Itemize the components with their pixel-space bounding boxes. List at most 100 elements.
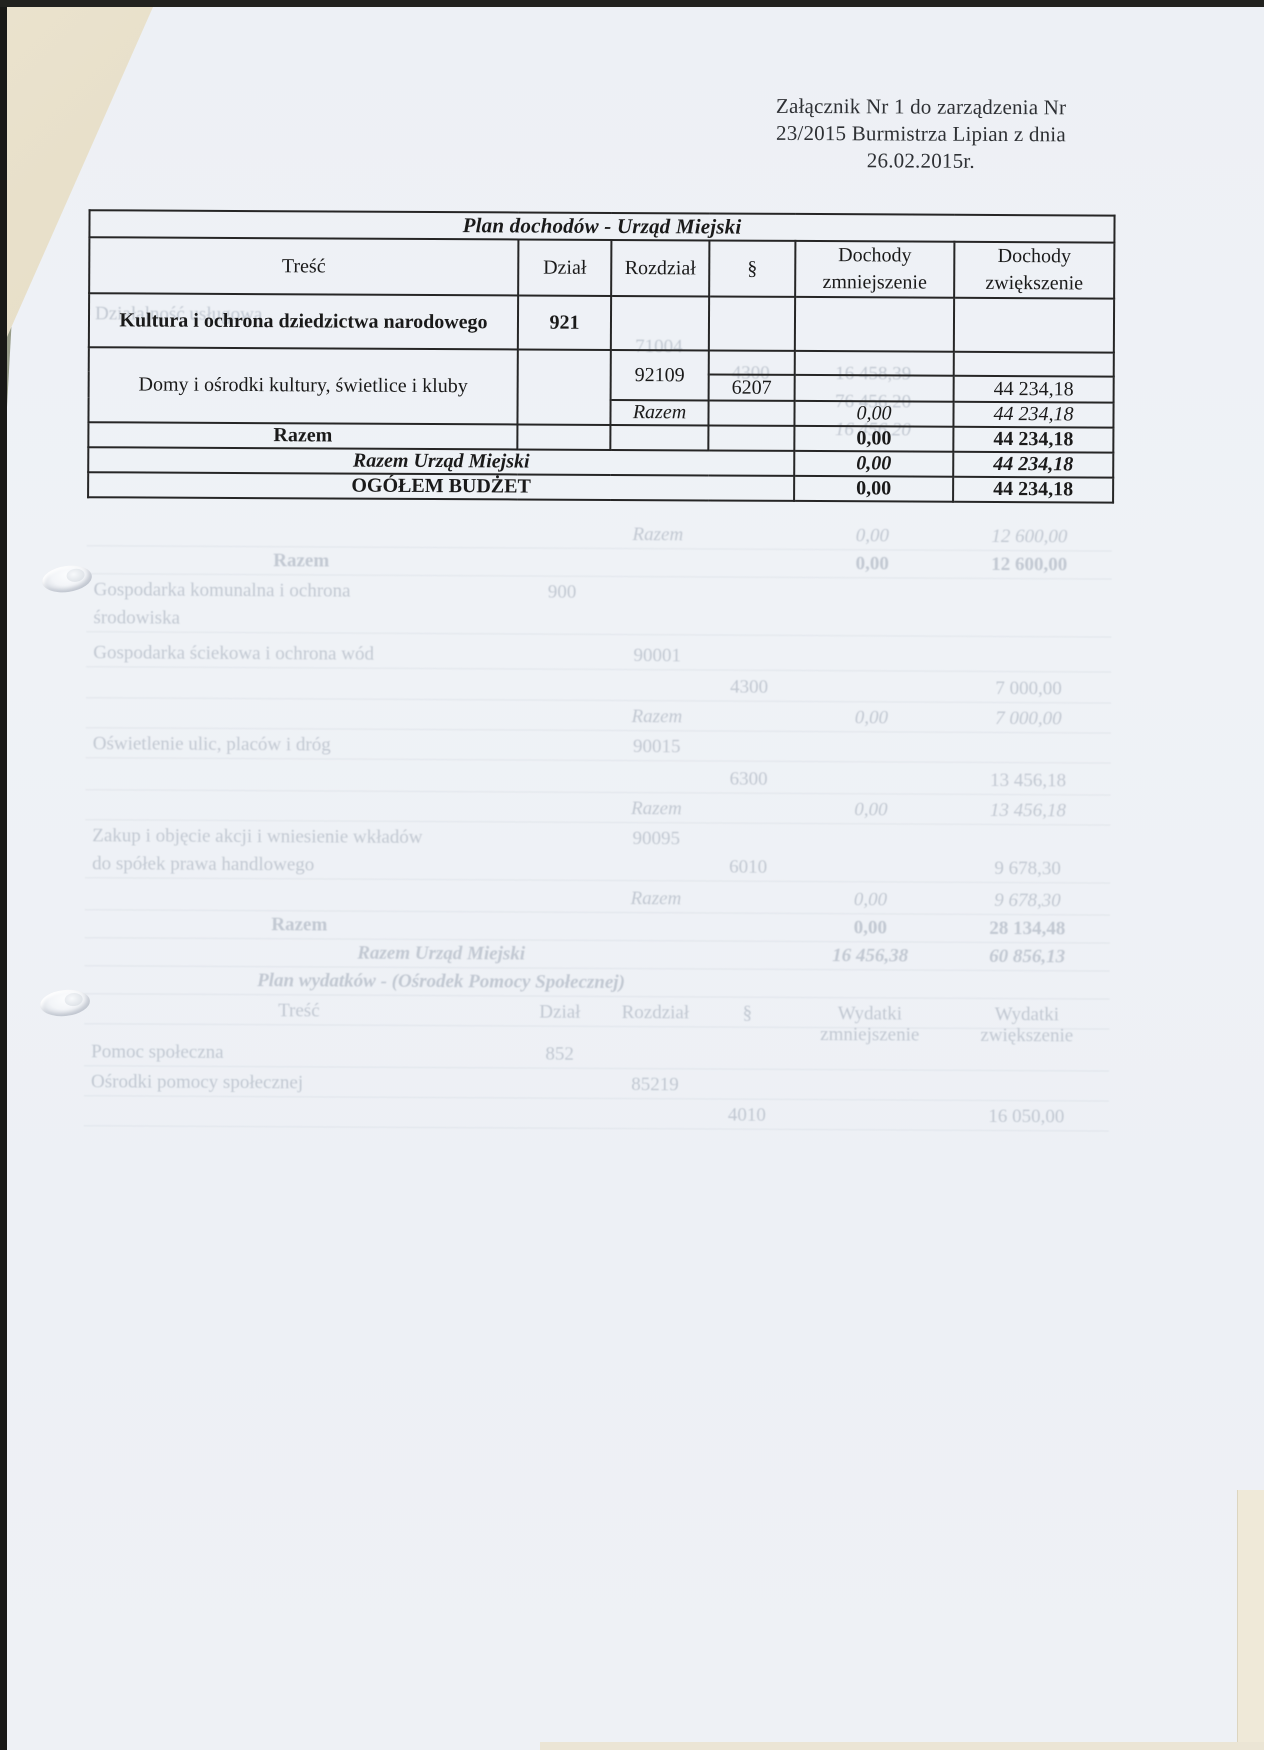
bleedthrough-text: środowiska — [93, 607, 181, 629]
bleedthrough-text: § — [742, 1002, 753, 1024]
cell-razem-urzad-zmniejszenie: 0,00 — [794, 450, 954, 477]
cell-domy-rozdzial: 92109 — [610, 349, 709, 401]
bleedthrough-text: 6010 — [729, 856, 768, 878]
bleedthrough-text: 28 134,48 — [989, 917, 1066, 940]
bleedthrough-rule — [84, 993, 1110, 1000]
bleedthrough-text: 900 — [547, 581, 577, 603]
cell-razem-rozdzial-zwiekszenie: 44 234,18 — [953, 401, 1114, 428]
bleedthrough-text: Zakup i objęcie akcji i wniesienie wkład… — [92, 825, 423, 848]
bleedthrough-text: Gospodarka komunalna i ochrona — [93, 579, 351, 602]
col-header-tresc: Treść — [89, 237, 519, 296]
bleedthrough-text: Wydatki zwiększenie — [980, 1003, 1074, 1047]
table-header-row: Treść Dział Rozdział § Dochody zmniejsze… — [89, 237, 1115, 299]
cell-razem-urzad-zwiekszenie: 44 234,18 — [953, 451, 1114, 478]
cell-razem-zwiekszenie: 44 234,18 — [953, 426, 1114, 453]
bleedthrough-text: 0,00 — [855, 525, 890, 547]
bleedthrough-rule — [85, 757, 1111, 764]
bleedthrough-text: 7 000,00 — [995, 677, 1062, 700]
cell-razem-paragraf — [708, 425, 795, 451]
bleedthrough-rule — [86, 666, 1112, 673]
bleedthrough-text: Razem — [273, 550, 330, 572]
bleedthrough-text: 16 456,38 — [832, 945, 909, 967]
scan-edge-top — [0, 0, 1264, 7]
bleedthrough-text: Oświetlenie ulic, placów i dróg — [92, 733, 331, 756]
bleedthrough-text: 16 050,00 — [988, 1105, 1065, 1128]
bleedthrough-text: 4300 — [730, 676, 769, 698]
col-header-paragraf: § — [709, 240, 796, 297]
bleedthrough-text: 7 000,00 — [995, 707, 1062, 730]
cell-kultura-zmniejszenie — [794, 296, 955, 352]
attachment-note: Załącznik Nr 1 do zarządzenia Nr 23/2015… — [727, 93, 1115, 176]
bleedthrough-text: Treść — [278, 1000, 320, 1022]
cell-ogolem-label: OGÓŁEM BUDŻET — [88, 472, 795, 501]
cell-razem-zmniejszenie: 0,00 — [794, 425, 954, 452]
bleedthrough-text: 90015 — [632, 736, 681, 758]
cell-domy-zwiekszenie — [953, 351, 1114, 377]
attachment-note-line3: 26.02.2015r. — [866, 148, 975, 173]
cell-kultura-rozdzial — [610, 295, 710, 351]
scan-edge-left — [0, 0, 7, 1750]
row-kultura: Kultura i ochrona dziedzictwa narodowego… — [88, 293, 1115, 353]
bleedthrough-text: do spółek prawa handlowego — [92, 853, 315, 876]
cell-domy-tresc: Domy i ośrodki kultury, świetlice i klub… — [88, 347, 518, 425]
bleedthrough-text: Ośrodki pomocy społecznej — [90, 1071, 304, 1094]
cell-razem-rozdzial-label: Razem — [610, 399, 709, 426]
bleedthrough-text: Razem — [632, 524, 684, 546]
bleedthrough-text: 12 600,00 — [991, 553, 1068, 576]
bleedthrough-text: Gospodarka ściekowa i ochrona wód — [93, 642, 375, 665]
bleedthrough-text: 85219 — [631, 1074, 679, 1096]
cell-razem-dzial — [517, 424, 611, 450]
bleedthrough-text: Razem — [631, 706, 683, 728]
bleedthrough-text: 13 456,18 — [990, 769, 1067, 792]
bleedthrough-text: 13 456,18 — [989, 799, 1066, 822]
bleedthrough-rule — [86, 631, 1112, 638]
col-header-dzial: Dział — [518, 239, 612, 296]
bleedthrough-text: 0,00 — [854, 707, 889, 729]
bleedthrough-text: 852 — [545, 1043, 574, 1065]
bleedthrough-text: 6300 — [729, 768, 768, 790]
bleedthrough-text: 12 600,00 — [991, 525, 1068, 548]
bleedthrough-text: Plan wydatków - (Ośrodek Pomocy Społeczn… — [257, 970, 625, 994]
bleedthrough-text: Wydatki zmniejszenie — [820, 1003, 920, 1046]
cell-kultura-paragraf — [708, 296, 796, 351]
cell-kultura-dzial: 921 — [517, 295, 612, 350]
bleedthrough-text: 9 678,30 — [994, 857, 1061, 880]
bleedthrough-text: Razem — [631, 798, 682, 820]
row-domy: Domy i ośrodki kultury, świetlice i klub… — [88, 347, 1114, 425]
col-header-zwiekszenie: Dochody zwiększenie — [954, 241, 1115, 299]
cell-domy-dzial — [517, 349, 611, 425]
bleedthrough-text: 0,00 — [853, 917, 888, 939]
bleedthrough-text: Pomoc społeczna — [91, 1041, 224, 1063]
cell-kultura-tresc: Kultura i ochrona dziedzictwa narodowego — [88, 293, 519, 350]
cell-6207-paragraf: 6207 — [708, 374, 795, 401]
bleedthrough-text: Razem — [271, 914, 328, 936]
bleedthrough-text: 0,00 — [854, 799, 888, 821]
bleedthrough-text: 60 856,13 — [989, 945, 1066, 968]
cell-razem-rozdzial — [610, 424, 709, 451]
underlying-page-bottom — [540, 1742, 1264, 1750]
budget-table: Plan dochodów - Urząd Miejski Treść Dzia… — [87, 209, 1116, 503]
cell-domy-zmniejszenie — [794, 350, 954, 376]
bleedthrough-text: 90001 — [633, 645, 682, 667]
bleedthrough-text: 4010 — [727, 1104, 766, 1126]
cell-domy-paragraf — [708, 350, 795, 375]
cell-razem-urzad-label: Razem Urząd Miejski — [88, 447, 795, 476]
cell-kultura-zwiekszenie — [953, 297, 1115, 353]
bleedthrough-text: Dział — [539, 1001, 581, 1023]
cell-6207-zmniejszenie — [794, 374, 954, 402]
bleedthrough-text: Rozdział — [621, 1002, 690, 1024]
col-header-zmniejszenie: Dochody zmniejszenie — [795, 240, 955, 298]
cell-razem-rozdzial-paragraf — [708, 400, 795, 426]
col-header-rozdzial: Rozdział — [611, 239, 710, 297]
underlying-page-right — [1237, 1490, 1264, 1750]
cell-6207-zwiekszenie: 44 234,18 — [953, 375, 1114, 403]
attachment-note-line2: 23/2015 Burmistrza Lipian z dnia — [775, 120, 1066, 147]
bleedthrough-text: 90095 — [632, 828, 681, 850]
cell-ogolem-zwiekszenie: 44 234,18 — [953, 476, 1114, 503]
bleedthrough-rule — [83, 1095, 1109, 1102]
bleedthrough-text: Razem — [630, 888, 682, 910]
bleedthrough-text: 9 678,30 — [994, 889, 1061, 912]
bleedthrough-text: Razem Urząd Miejski — [357, 942, 526, 965]
